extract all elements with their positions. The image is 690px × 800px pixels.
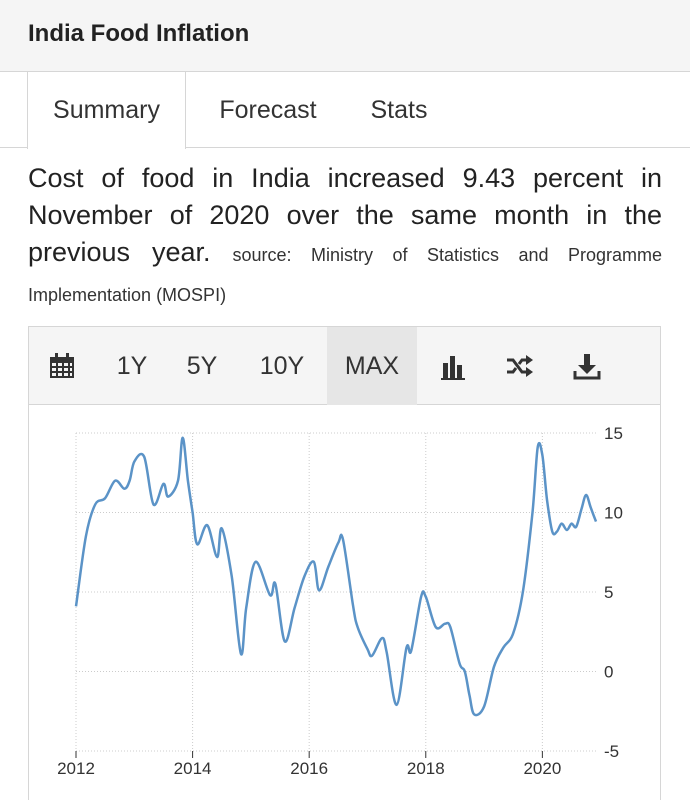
summary-text: Cost of food in India increased 9.43 per…	[28, 160, 662, 314]
chart-toolbar: 1Y 5Y 10Y MAX	[29, 327, 660, 405]
x-tick-label: 2016	[290, 759, 328, 778]
page-header: India Food Inflation	[0, 0, 690, 72]
y-tick-label: 0	[604, 663, 613, 682]
range-10y-button[interactable]: 10Y	[259, 352, 305, 380]
x-tick-label: 2020	[523, 759, 561, 778]
range-5y-button[interactable]: 5Y	[186, 352, 218, 380]
series-line	[74, 436, 598, 717]
tab-forecast[interactable]: Forecast	[219, 96, 317, 124]
summary-sentence: Cost of food in India increased 9.43 per…	[28, 163, 662, 267]
shuffle-icon[interactable]	[504, 351, 534, 381]
x-tick-label: 2018	[407, 759, 445, 778]
x-tick-label: 2012	[57, 759, 95, 778]
source-text: source: Ministry of Statistics and Progr…	[28, 245, 662, 305]
download-icon[interactable]	[572, 351, 602, 381]
y-tick-label: 15	[604, 424, 623, 443]
line-chart: 15 10 5 0 -5 2012 2014 2016 2018 2020	[57, 424, 623, 778]
y-tick-label: 10	[604, 504, 623, 523]
calendar-icon[interactable]	[47, 351, 77, 381]
y-tick-label: 5	[604, 583, 613, 602]
bar-chart-icon[interactable]	[439, 351, 469, 381]
range-1y-button[interactable]: 1Y	[116, 352, 148, 380]
tab-summary[interactable]: Summary	[27, 72, 186, 149]
chart-panel: 1Y 5Y 10Y MAX 15 10 5 0 -5 2012 2014 2016 2018 20…	[28, 326, 661, 800]
tab-stats[interactable]: Stats	[370, 96, 428, 124]
tab-bar: Summary Forecast Stats	[0, 72, 690, 149]
x-tick-label: 2014	[174, 759, 212, 778]
range-max-button[interactable]: MAX	[327, 327, 417, 405]
y-tick-label: -5	[604, 742, 619, 761]
page-title: India Food Inflation	[28, 20, 250, 47]
